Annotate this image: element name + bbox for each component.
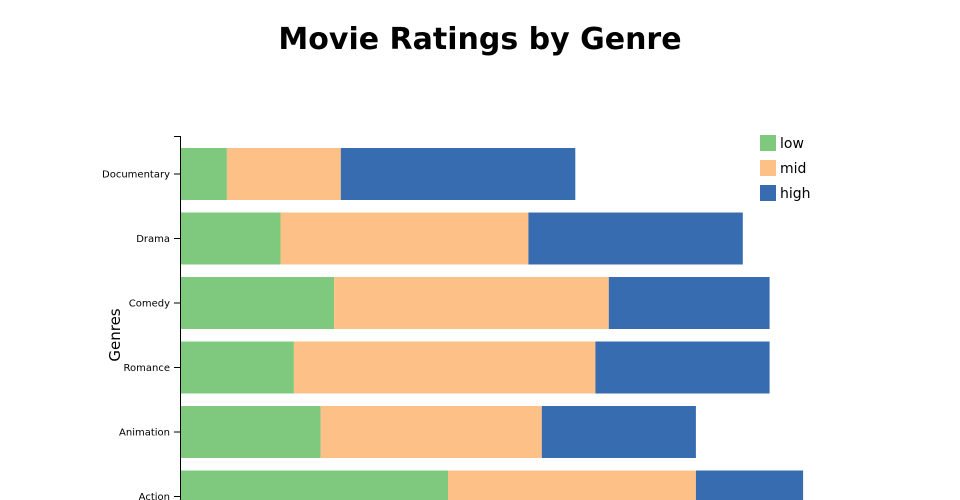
bar-documentary-mid: [226, 148, 341, 200]
y-tick-label: Documentary: [102, 170, 170, 181]
bars-group: [180, 148, 804, 500]
bar-action-low: [180, 470, 448, 500]
bar-romance-high: [595, 341, 770, 394]
bar-comedy-low: [180, 277, 335, 329]
legend-label-mid: mid: [780, 161, 806, 177]
legend-swatch-high: [760, 185, 776, 201]
bar-drama-mid: [280, 212, 529, 265]
bar-action-mid: [448, 470, 696, 500]
y-axis: Documentary Drama Comedy Romance Animation Ac…: [102, 136, 181, 500]
bar-animation-mid: [320, 406, 542, 458]
bar-animation-high: [541, 406, 696, 458]
y-tick-label: Romance: [124, 363, 170, 374]
bar-documentary-high: [340, 148, 576, 200]
bar-action-high: [695, 470, 804, 500]
legend-swatch-low: [760, 135, 776, 151]
bar-drama-low: [180, 212, 281, 265]
bar-documentary-low: [180, 148, 227, 200]
y-tick-label: Drama: [136, 234, 170, 245]
y-tick-label: Animation: [119, 428, 170, 439]
bar-romance-low: [180, 341, 294, 394]
y-axis-title: Genres: [106, 308, 124, 361]
y-tick-label: Comedy: [129, 299, 170, 310]
legend: low mid high: [760, 135, 811, 202]
bar-romance-mid: [293, 341, 596, 394]
bar-comedy-mid: [334, 277, 609, 329]
legend-label-high: high: [780, 186, 811, 202]
y-tick-label: Action: [139, 492, 170, 500]
chart-title: Movie Ratings by Genre: [278, 22, 682, 57]
bar-animation-low: [180, 406, 321, 458]
legend-swatch-mid: [760, 160, 776, 176]
legend-label-low: low: [780, 136, 804, 152]
bar-comedy-high: [608, 277, 770, 329]
bar-drama-high: [528, 212, 743, 265]
